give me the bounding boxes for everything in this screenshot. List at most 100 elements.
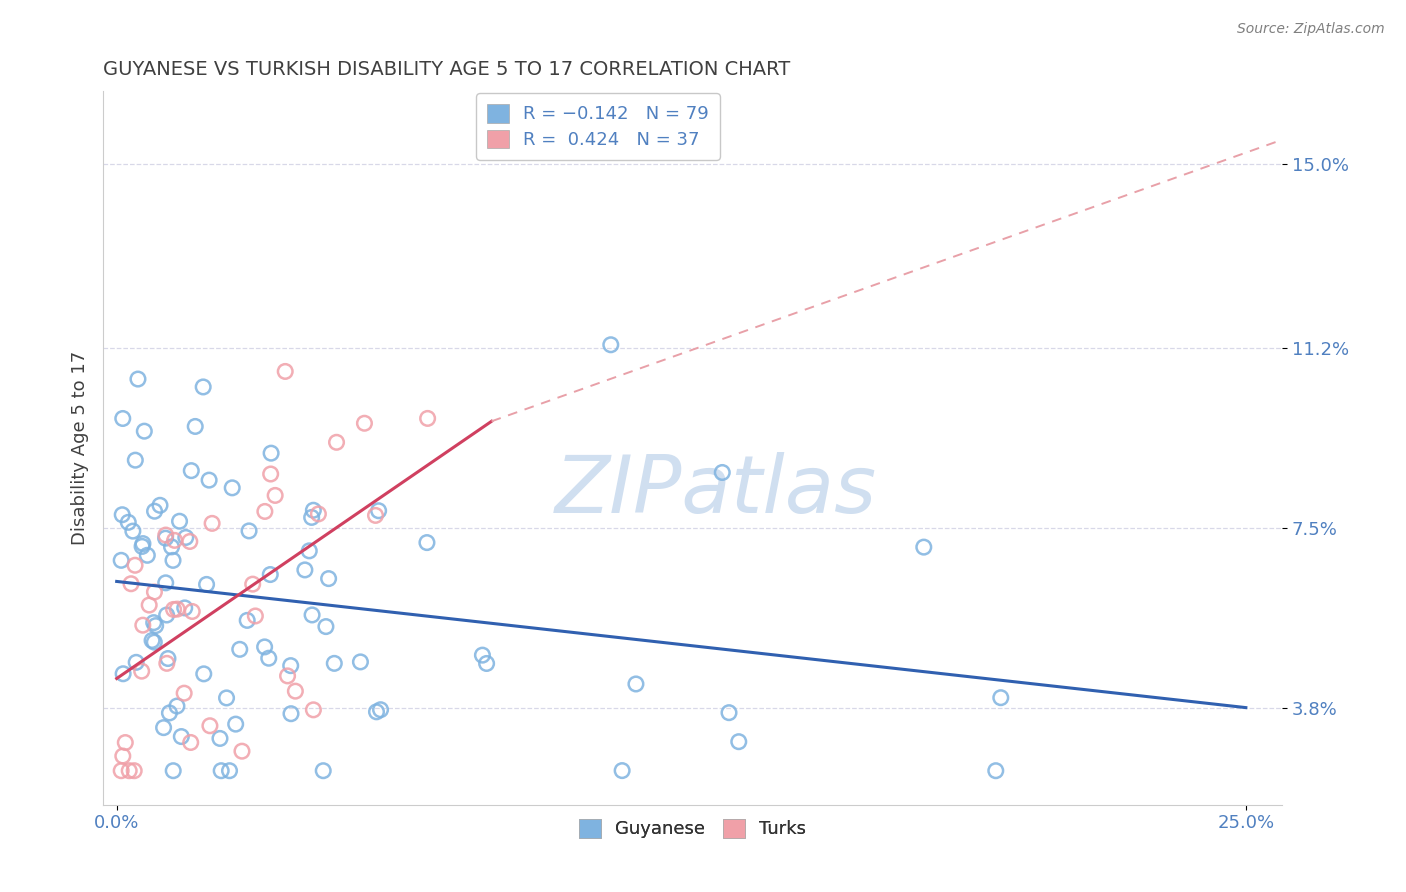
Point (143, 504, 166, 518)
Point (990, 690, 1012, 705)
Point (174, 531, 197, 545)
Point (284, 684, 307, 698)
Point (110, 553, 132, 567)
Point (170, 730, 193, 744)
Text: ZIPatlas: ZIPatlas (555, 451, 877, 530)
Point (117, 516, 139, 530)
Point (136, 549, 159, 563)
Point (277, 669, 299, 683)
Point (132, 618, 155, 632)
Point (318, 572, 340, 586)
Point (169, 514, 191, 528)
Point (302, 703, 325, 717)
Point (179, 534, 201, 549)
Point (984, 764, 1007, 778)
Point (312, 764, 335, 778)
Point (162, 602, 184, 616)
Point (370, 703, 392, 717)
Point (184, 419, 207, 434)
Point (156, 607, 179, 622)
Point (156, 657, 179, 671)
Point (307, 507, 329, 521)
Point (198, 719, 221, 733)
Point (143, 585, 166, 599)
Point (156, 651, 179, 665)
Point (302, 503, 325, 517)
Point (138, 598, 160, 612)
Point (599, 337, 621, 351)
Point (610, 764, 633, 778)
Point (181, 605, 204, 619)
Point (209, 764, 232, 778)
Point (193, 666, 215, 681)
Point (349, 655, 371, 669)
Point (364, 508, 387, 523)
Point (325, 435, 347, 450)
Point (259, 567, 281, 582)
Point (471, 648, 494, 662)
Point (118, 764, 141, 778)
Point (257, 651, 280, 665)
Point (121, 524, 143, 538)
Point (131, 664, 153, 678)
Point (280, 658, 302, 673)
Point (180, 735, 202, 749)
Point (717, 706, 740, 720)
Point (173, 601, 195, 615)
Point (132, 536, 155, 550)
Point (145, 618, 167, 632)
Point (166, 602, 188, 616)
Point (301, 510, 323, 524)
Point (475, 657, 498, 671)
Point (294, 563, 316, 577)
Point (215, 690, 238, 705)
Point (166, 699, 188, 714)
Point (280, 706, 302, 721)
Text: Source: ZipAtlas.com: Source: ZipAtlas.com (1237, 22, 1385, 37)
Text: GUYANESE VS TURKISH DISABILITY AGE 5 TO 17 CORRELATION CHART: GUYANESE VS TURKISH DISABILITY AGE 5 TO … (103, 60, 790, 78)
Y-axis label: Disability Age 5 to 17: Disability Age 5 to 17 (72, 351, 89, 545)
Point (264, 488, 287, 502)
Point (134, 424, 156, 438)
Point (260, 467, 283, 481)
Point (124, 453, 146, 467)
Point (274, 364, 297, 378)
Point (416, 535, 439, 549)
Point (253, 640, 276, 654)
Point (124, 558, 146, 573)
Point (198, 473, 221, 487)
Point (624, 677, 647, 691)
Point (110, 764, 132, 778)
Point (111, 508, 134, 522)
Point (159, 706, 181, 720)
Point (711, 466, 734, 480)
Point (238, 524, 260, 538)
Point (149, 498, 172, 512)
Point (315, 619, 337, 633)
Point (152, 721, 174, 735)
Point (162, 553, 184, 567)
Point (236, 613, 259, 627)
Point (225, 717, 247, 731)
Point (141, 633, 163, 648)
Point (231, 744, 253, 758)
Point (201, 516, 224, 531)
Point (127, 372, 149, 386)
Point (155, 531, 177, 545)
Point (301, 607, 323, 622)
Point (253, 504, 276, 518)
Point (221, 481, 243, 495)
Point (367, 504, 389, 518)
Point (173, 686, 195, 700)
Point (416, 411, 439, 425)
Point (111, 749, 134, 764)
Point (143, 635, 166, 649)
Point (193, 380, 215, 394)
Legend: Guyanese, Turks: Guyanese, Turks (572, 812, 814, 846)
Point (229, 642, 252, 657)
Point (112, 666, 135, 681)
Point (122, 764, 145, 778)
Point (208, 731, 231, 746)
Point (163, 533, 186, 548)
Point (245, 609, 267, 624)
